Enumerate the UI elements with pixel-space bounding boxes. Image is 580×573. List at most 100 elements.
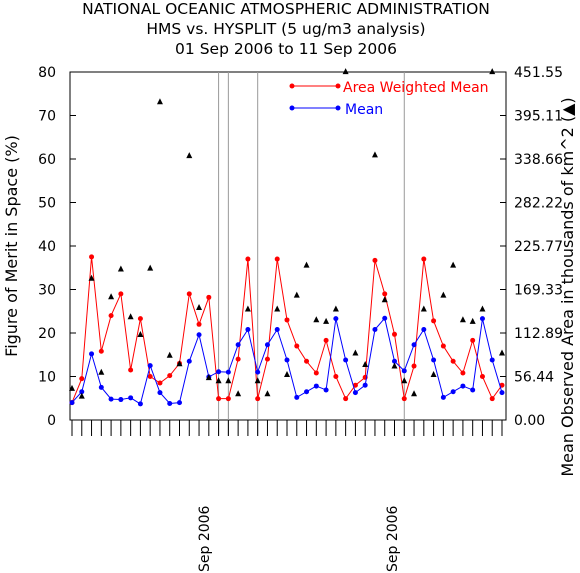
mean-point [333,316,339,322]
area-weighted-mean-point [411,363,417,369]
legend-blue-label: Mean [345,102,383,118]
area-weighted-mean-point [421,256,427,262]
observed-area-marker [117,265,124,272]
area-weighted-mean-point [323,337,329,343]
mean-point [450,389,456,395]
observed-area-marker [381,296,388,303]
area-weighted-mean-point [118,291,124,297]
area-weighted-mean-point [274,256,280,262]
right-axis-ticks: 0.00 56.44 112.89 169.33 225.77 282.22 338.66 3… [500,65,563,429]
mean-point [362,382,368,388]
area-weighted-mean-point [479,374,485,379]
legend-red-marker-2 [335,83,341,89]
right-tick-label: 0.00 [514,413,545,429]
area-weighted-mean-point [167,373,173,379]
area-weighted-mean-point [216,396,222,402]
area-weighted-mean-point [392,331,397,337]
mean-point [108,396,114,402]
area-weighted-mean-point [186,291,192,297]
left-tick-label: 20 [38,326,56,342]
observed-area-marker [244,305,251,312]
observed-area-marker [489,68,496,75]
right-tick-label: 56.44 [514,370,554,386]
area-weighted-mean-point [235,356,241,362]
area-weighted-mean-point [294,343,300,349]
observed-area-marker [459,316,466,323]
observed-area-marker [78,392,85,399]
right-tick-label: 169.33 [514,283,563,299]
mean-point [98,384,104,390]
observed-area-marker [196,303,203,310]
area-weighted-mean-point [79,376,85,382]
area-weighted-mean-point [108,313,114,319]
right-tick-label: 395.11 [514,109,563,125]
legend: Area Weighted Mean Mean [289,80,489,118]
left-tick-label: 70 [38,109,56,125]
mean-point [128,395,134,401]
observed-area-marker [254,377,261,384]
vertical-markers [218,72,405,436]
area-weighted-mean-point [157,380,163,386]
legend-blue-marker-1 [289,105,295,111]
observed-area-marker [332,305,339,312]
title-line-1: NATIONAL OCEANIC ATMOSPHERIC ADMINISTRAT… [82,0,490,18]
area-weighted-mean-point [304,358,310,364]
mean-point [89,351,95,357]
area-weighted-mean-point [499,382,505,388]
title-line-2: HMS vs. HYSPLIT (5 ug/m3 analysis) [146,20,425,38]
observed-area-marker [499,349,505,356]
mean-point [304,389,310,395]
mean-point [196,332,202,338]
mean-point [79,389,85,395]
left-tick-label: 80 [38,65,56,81]
mean-point [499,390,505,396]
area-weighted-mean-point [264,356,270,362]
mean-point [489,357,495,363]
mean-point [245,327,251,333]
left-tick-label: 30 [38,283,56,299]
left-tick-label: 10 [38,370,56,386]
area-weighted-mean-point [196,321,202,327]
observed-area-marker [469,317,476,324]
series-mean [69,315,505,407]
y-axis-label-left: Figure of Merit in Space (%) [2,135,21,357]
observed-area-marker [391,362,398,369]
mean-point [382,315,388,321]
mean-point [255,369,261,375]
observed-area-marker [264,390,271,397]
area-weighted-mean-point [440,343,446,349]
observed-area-marker [352,349,359,356]
area-weighted-mean-point [137,316,143,322]
observed-area-marker [411,390,418,397]
mean-point [167,400,173,406]
area-weighted-mean-point [343,396,349,402]
area-weighted-mean-line [71,256,503,403]
observed-area-marker [430,371,437,378]
legend-red-marker-1 [289,83,295,89]
x-axis-ticks [71,420,503,436]
area-weighted-mean-point [470,337,476,343]
area-weighted-mean-point [450,358,456,364]
area-weighted-mean-point [431,318,437,324]
mean-point [352,390,358,396]
plot-frame [69,71,507,421]
legend-red-label: Area Weighted Mean [343,80,489,96]
observed-area-marker [176,360,183,367]
area-weighted-mean-point [225,396,231,402]
area-weighted-mean-point [284,317,290,323]
mean-point [470,387,476,393]
mean-point [264,342,270,348]
mean-point [401,368,407,374]
observed-area-marker [98,368,105,375]
observed-area-marker [127,313,134,320]
observed-area-marker [362,361,369,368]
area-weighted-mean-point [401,396,407,402]
right-tick-label: 282.22 [514,196,563,212]
area-weighted-mean-point [245,256,251,262]
area-weighted-mean-point [382,291,388,297]
observed-area-marker [108,293,115,300]
mean-point [294,394,300,400]
mean-point [313,383,319,389]
observed-area-marker [156,98,163,105]
